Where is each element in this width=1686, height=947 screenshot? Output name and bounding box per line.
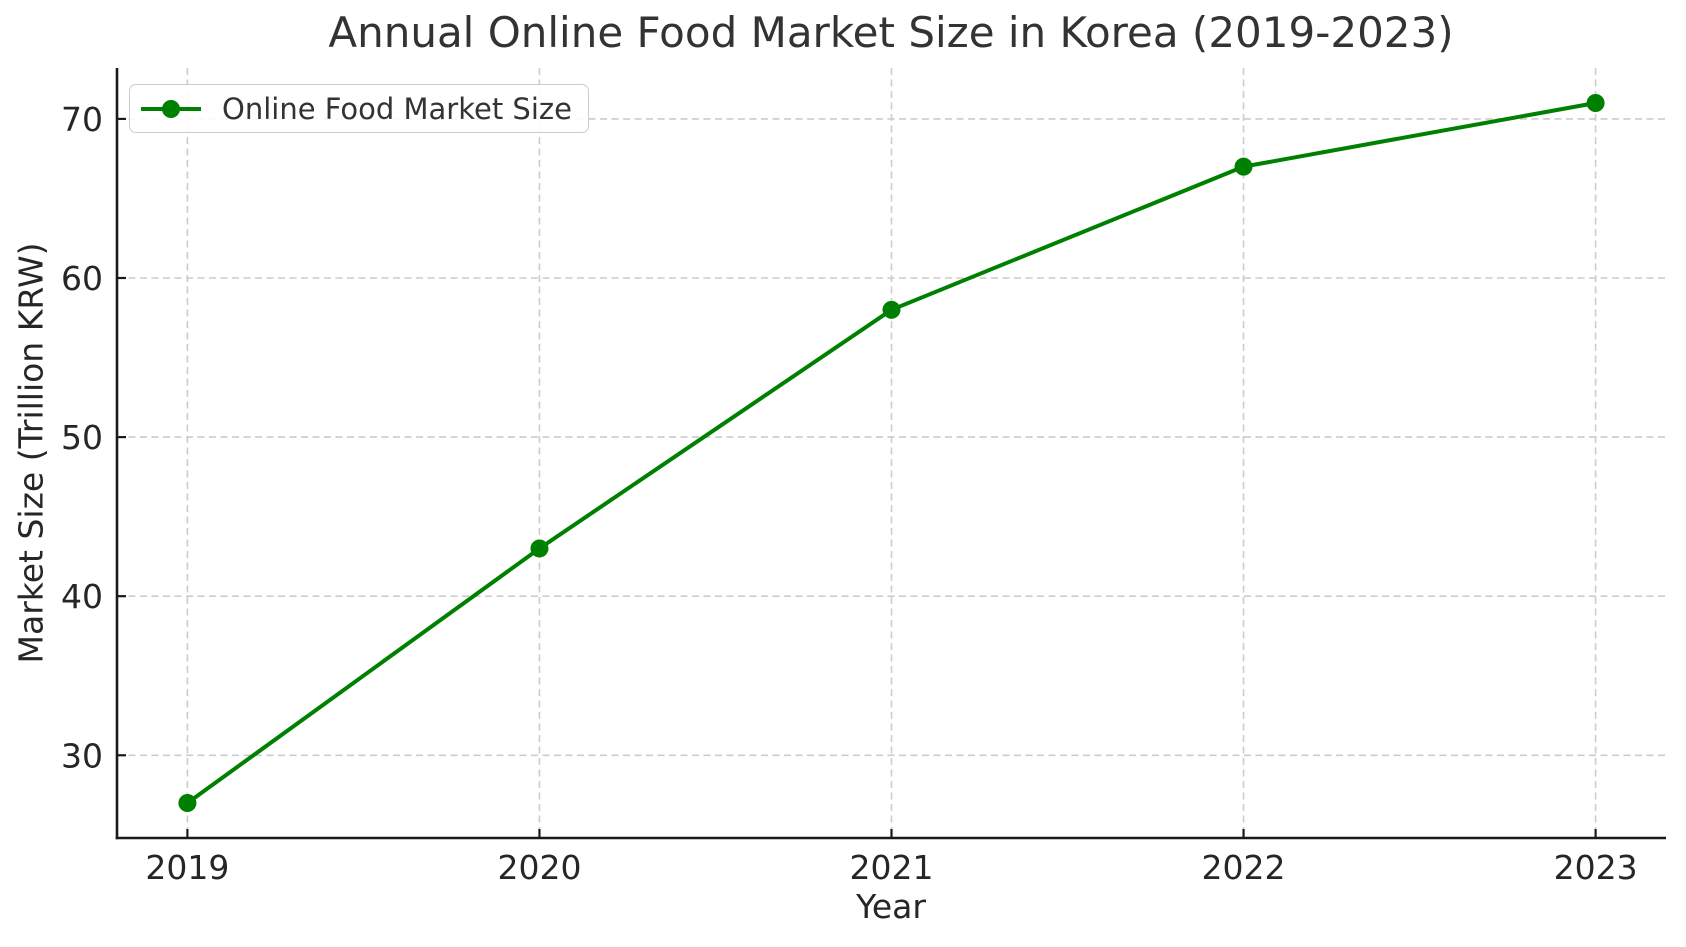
- data-point: [178, 794, 197, 812]
- y-tick-label: 40: [61, 577, 103, 616]
- x-tick-label: 2021: [850, 848, 934, 887]
- data-point: [1234, 157, 1253, 176]
- legend-line-marker-icon: [141, 99, 201, 118]
- data-point: [1586, 94, 1605, 112]
- y-tick-label: 70: [61, 100, 103, 139]
- y-tick-label: 60: [61, 259, 103, 298]
- y-tick-label: 50: [61, 418, 103, 457]
- data-point: [882, 300, 901, 319]
- chart-title: Annual Online Food Market Size in Korea …: [328, 8, 1454, 57]
- y-axis-label: Market Size (Trillion KRW): [11, 242, 51, 664]
- x-tick-label: 2022: [1202, 848, 1286, 887]
- y-tick-label: 30: [61, 736, 103, 775]
- x-axis-label: Year: [856, 887, 926, 926]
- x-tick-label: 2020: [497, 848, 581, 887]
- data-point: [530, 539, 549, 558]
- legend-label: Online Food Market Size: [222, 91, 572, 126]
- x-tick-label: 2023: [1554, 848, 1638, 887]
- x-tick-label: 2019: [145, 848, 229, 887]
- legend: Online Food Market Size: [129, 84, 589, 133]
